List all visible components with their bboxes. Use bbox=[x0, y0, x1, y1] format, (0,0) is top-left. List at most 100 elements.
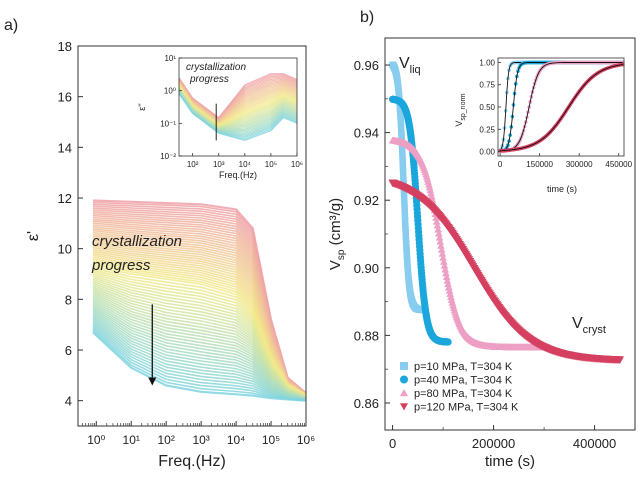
epsilon-prime-curve bbox=[92, 331, 307, 402]
legend-label: p=120 MPa, T=304 K bbox=[414, 402, 519, 414]
x-tick-label: 10⁵ bbox=[262, 433, 280, 447]
inset-b-bg bbox=[492, 56, 627, 158]
inset-b-fit-line bbox=[500, 64, 623, 152]
x-tick-label: 10⁰ bbox=[87, 433, 105, 447]
arrow-head bbox=[148, 377, 157, 386]
panel-b-label: b) bbox=[360, 9, 374, 26]
label-v-cryst: Vcryst bbox=[572, 315, 606, 336]
x-tick-label: 400000 bbox=[573, 436, 616, 451]
inset-b-curves bbox=[498, 60, 625, 154]
x-tick-label: 10² bbox=[158, 433, 175, 447]
inset-a-title-line1: crystallization bbox=[186, 62, 246, 73]
data-point bbox=[440, 261, 449, 269]
data-point bbox=[426, 186, 435, 194]
y-tick-label: 8 bbox=[65, 292, 72, 307]
inset-b-xlabel: time (s) bbox=[547, 184, 577, 194]
v-cryst-main: V bbox=[572, 315, 583, 332]
data-point bbox=[399, 157, 406, 164]
inset-b-y-tick-label: 0.75 bbox=[479, 81, 495, 90]
inset-b-y-tick-label: 0.00 bbox=[479, 148, 495, 157]
legend-label: p=80 MPa, T=304 K bbox=[414, 388, 513, 400]
inset-b-x-tick-label: 0 bbox=[498, 160, 503, 169]
ylabel-sub: sp bbox=[336, 249, 347, 260]
inset-a-curves bbox=[178, 73, 298, 141]
x-tick-label: 200000 bbox=[472, 436, 515, 451]
data-point bbox=[445, 286, 454, 294]
data-point bbox=[444, 280, 452, 288]
inset-a-x-tick-label: 10³ bbox=[213, 160, 225, 169]
data-point bbox=[400, 193, 408, 201]
inset-b-ylabel-sub: sp_norm bbox=[460, 93, 467, 120]
legend-marker bbox=[400, 389, 408, 397]
data-point bbox=[442, 273, 451, 280]
legend-marker bbox=[400, 403, 408, 411]
data-point bbox=[443, 276, 452, 284]
panel-a-xlabel: Freq.(Hz) bbox=[158, 453, 226, 470]
inset-b-x-tick-label: 150000 bbox=[526, 160, 553, 169]
data-point bbox=[401, 197, 408, 204]
inset-a-y-tick-label: 10⁰ bbox=[164, 87, 176, 96]
epsilon-double-prime-curve bbox=[178, 93, 298, 141]
y-tick-label: 0.90 bbox=[354, 261, 379, 276]
data-point bbox=[400, 190, 408, 197]
y-tick-label: 0.96 bbox=[354, 58, 379, 73]
inset-a-y-tick-label: 10⁻¹ bbox=[160, 119, 176, 128]
y-tick-label: 14 bbox=[58, 140, 72, 155]
y-tick-label: 12 bbox=[58, 191, 72, 206]
panel-a: a) 4 6 8 10 12 14 16 18 10⁰ 10¹ 10² 10³ 10⁴ 10⁵ 10⁶ Fr… bbox=[4, 17, 315, 470]
data-point bbox=[441, 265, 450, 273]
inset-a-x-tick-label: 10⁵ bbox=[265, 160, 277, 169]
inset-b-y-tick-label: 0.25 bbox=[479, 125, 495, 134]
data-point bbox=[401, 207, 408, 214]
data-point bbox=[438, 249, 447, 257]
inset-b-ylabel: Vsp_norm bbox=[454, 93, 467, 126]
panel-b-legend: p=10 MPa, T=304 K p=40 MPa, T=304 Kp=80 M… bbox=[400, 361, 519, 414]
progress-arrow bbox=[148, 304, 157, 386]
y-tick-label: 0.88 bbox=[354, 328, 379, 343]
panel-a-ylabel: ε' bbox=[25, 231, 42, 241]
legend-label: p=40 MPa, T=304 K bbox=[414, 375, 513, 387]
panel-a-annotation: crystallization progress bbox=[91, 233, 182, 274]
inset-a-ylabel: ε'' bbox=[137, 103, 147, 111]
data-point bbox=[444, 283, 453, 291]
inset-a-x-tick-label: 10² bbox=[187, 160, 199, 169]
inset-a-xlabel: Freq.(Hz) bbox=[219, 170, 257, 180]
data-point bbox=[432, 213, 440, 221]
y-tick-label: 4 bbox=[65, 394, 72, 409]
data-point bbox=[442, 269, 450, 277]
data-point bbox=[427, 192, 436, 200]
data-point bbox=[437, 245, 446, 253]
inset-a-y-tick-label: 10⁻² bbox=[160, 152, 176, 161]
inset-a-x-tick-label: 10⁶ bbox=[291, 160, 303, 169]
data-point bbox=[435, 229, 443, 237]
data-point bbox=[399, 153, 406, 161]
inset-b-fit-line bbox=[500, 62, 623, 152]
data-point bbox=[433, 221, 442, 229]
data-point bbox=[399, 160, 406, 167]
panel-b-ylabel: Vsp (cm³/g) bbox=[327, 198, 347, 270]
data-point bbox=[399, 170, 407, 177]
data-point bbox=[615, 356, 625, 364]
v-liq-sub: liq bbox=[410, 64, 421, 76]
data-point bbox=[400, 173, 407, 181]
panel-a-frame bbox=[77, 45, 307, 427]
panel-b-inset: 0.000.250.500.751.000 150000 300000 450000 … bbox=[454, 56, 633, 194]
x-tick-label: 10¹ bbox=[123, 433, 140, 447]
panel-b-axes: 0.86 0.88 0.90 0.92 0.94 0.96 0 200000 400000 bbox=[354, 58, 617, 451]
x-tick-label: 10⁴ bbox=[227, 433, 246, 447]
y-tick-label: 6 bbox=[65, 343, 72, 358]
y-tick-label: 0.86 bbox=[354, 396, 379, 411]
data-point bbox=[401, 200, 408, 207]
legend-label: p=10 MPa, T=304 K bbox=[414, 361, 513, 373]
data-point bbox=[401, 203, 408, 211]
inset-a-frame bbox=[178, 57, 298, 157]
data-point bbox=[435, 233, 444, 241]
data-point bbox=[400, 177, 407, 184]
data-point bbox=[399, 166, 407, 174]
legend-marker bbox=[400, 362, 408, 370]
data-point bbox=[446, 290, 455, 297]
series-points bbox=[388, 95, 452, 346]
x-tick-label: 10³ bbox=[192, 433, 209, 447]
data-point bbox=[436, 237, 445, 245]
inset-b-axes: 0.00 0.25 0.50 0.75 1.00 0 150000 300000 450000 bbox=[479, 58, 632, 169]
